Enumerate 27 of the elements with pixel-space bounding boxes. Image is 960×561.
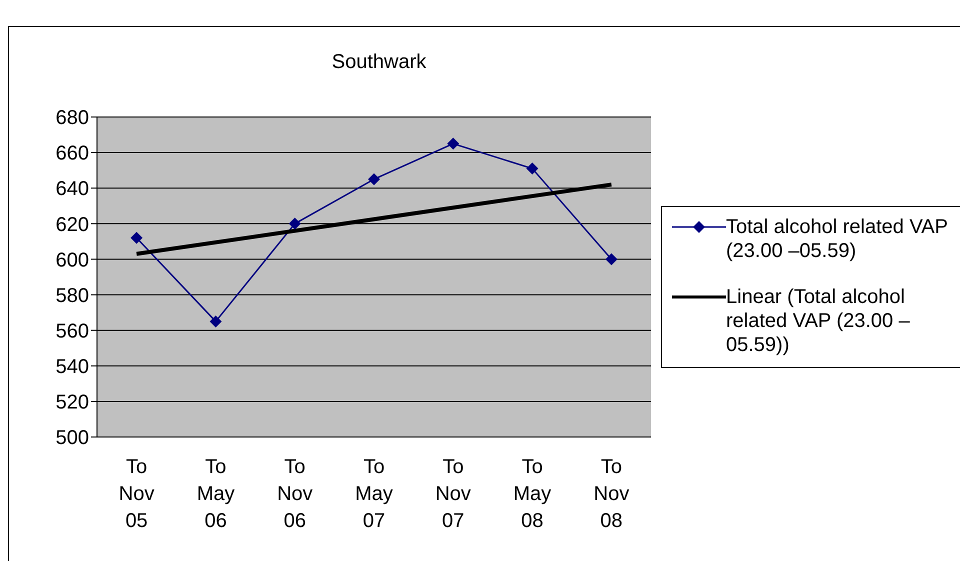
x-tick-label: To Nov 07 [435,456,471,532]
x-tick-label: To Nov 08 [594,456,630,532]
y-tick-label: 680 [56,107,89,130]
point [130,232,143,244]
point [210,315,222,328]
y-tick-label: 640 [56,178,89,200]
x-tick-label: To May 06 [196,456,235,532]
y-tick-label: 520 [56,392,89,414]
legend-label: Linear (Total alcohol related VAP (23.00 –05.59)) [726,285,911,357]
point [288,218,301,230]
x-tick-label: To May 07 [355,456,393,532]
y-tick-label: 620 [56,214,89,236]
y-tick-label: 600 [56,249,89,272]
y-tick-label: 500 [56,427,89,450]
x-tick-label: To Nov 05 [118,456,154,532]
point [368,173,380,186]
x-tick-label: To May 08 [513,456,552,532]
point [447,138,460,150]
y-tick-label: 560 [56,320,89,342]
y-tick-label: 540 [56,356,89,378]
y-tick-label: 660 [56,142,89,165]
y-tick-label: 580 [56,284,89,307]
x-tick-label: To Nov 06 [277,456,313,532]
point [526,162,538,175]
chart-title: Southwark [330,51,428,74]
legend-label: Total alcohol related VAP (23.00 –05.59) [726,215,949,263]
point [605,253,618,266]
